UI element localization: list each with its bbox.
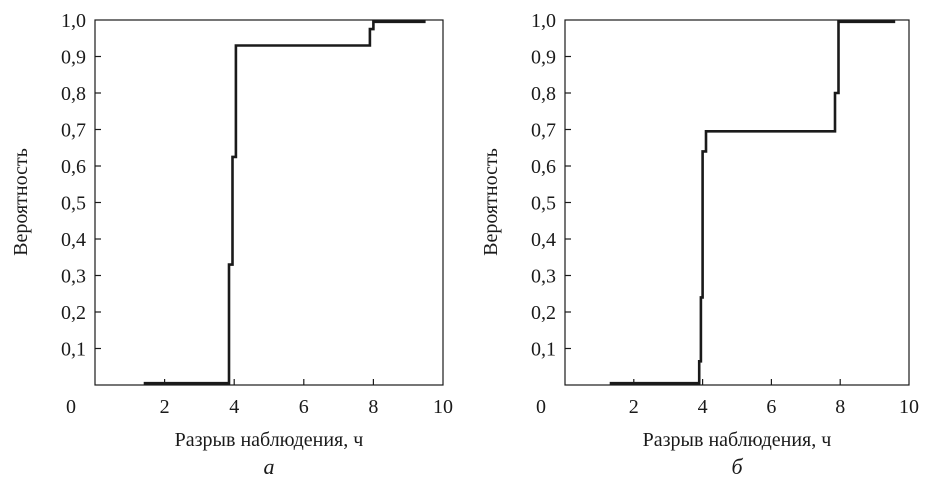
cdf-step-line	[609, 20, 896, 385]
y-tick-label: 0,6	[61, 156, 86, 178]
y-tick-label: 0,3	[61, 266, 86, 288]
y-tick-label: 0,7	[531, 120, 556, 142]
y-tick-label: 0,8	[61, 83, 86, 105]
x-tick-label: 0	[536, 396, 546, 418]
y-tick-label: 0,5	[61, 193, 86, 215]
x-tick-labels: 0 2 4 6 8 10	[66, 396, 453, 418]
y-axis-label: Вероятность	[480, 148, 502, 256]
cdf-step-line	[143, 20, 426, 385]
y-tick-label: 0,8	[531, 83, 556, 105]
tick-marks	[95, 55, 374, 385]
x-tick-label: 0	[66, 396, 76, 418]
y-tick-label: 0,2	[61, 302, 86, 324]
y-tick-label: 0,3	[531, 266, 556, 288]
panel-caption: а	[264, 454, 275, 479]
y-tick-label: 0,2	[531, 302, 556, 324]
x-tick-label: 4	[698, 396, 708, 418]
chart-panel-b: 0 2 4 6 8 10 0,1 0,2 0,3 0,4 0,5 0,6 0,7 0,8 0,9 1,0 Р…	[480, 10, 919, 479]
y-tick-label: 0,6	[531, 156, 556, 178]
y-tick-label: 0,1	[61, 339, 86, 361]
x-axis-label: Разрыв наблюдения, ч	[175, 429, 364, 451]
plot-frame	[94, 19, 444, 386]
panel-caption: б	[731, 454, 743, 479]
x-tick-label: 4	[229, 396, 239, 418]
x-tick-label: 2	[160, 396, 170, 418]
x-tick-labels: 0 2 4 6 8 10	[536, 396, 919, 418]
x-tick-label: 6	[766, 396, 776, 418]
x-tick-label: 6	[299, 396, 309, 418]
y-tick-labels: 0,1 0,2 0,3 0,4 0,5 0,6 0,7 0,8 0,9 1,0	[531, 10, 556, 361]
y-tick-labels: 0,1 0,2 0,3 0,4 0,5 0,6 0,7 0,8 0,9 1,0	[61, 10, 86, 361]
chart-panel-a: 0 2 4 6 8 10 0,1 0,2 0,3 0,4 0,5 0,6 0,7 0,8 0,9 1,0 Р…	[10, 10, 453, 479]
x-tick-label: 8	[368, 396, 378, 418]
y-tick-label: 0,5	[531, 193, 556, 215]
x-tick-label: 8	[835, 396, 845, 418]
y-tick-label: 0,9	[61, 47, 86, 69]
y-tick-label: 1,0	[531, 10, 556, 32]
y-axis-label: Вероятность	[10, 148, 32, 256]
y-tick-label: 0,7	[61, 120, 86, 142]
x-tick-label: 10	[899, 396, 919, 418]
y-tick-label: 1,0	[61, 10, 86, 32]
y-tick-label: 0,4	[61, 229, 86, 251]
y-tick-label: 0,9	[531, 47, 556, 69]
x-tick-label: 2	[629, 396, 639, 418]
y-tick-label: 0,4	[531, 229, 556, 251]
plot-frame	[564, 19, 910, 386]
x-axis-label: Разрыв наблюдения, ч	[643, 429, 832, 451]
x-tick-label: 10	[433, 396, 453, 418]
y-tick-label: 0,1	[531, 339, 556, 361]
